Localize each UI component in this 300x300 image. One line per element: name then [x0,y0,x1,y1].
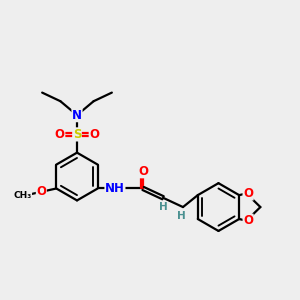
Text: O: O [243,187,253,200]
Text: N: N [72,109,82,122]
Text: H: H [159,202,167,212]
Text: O: O [55,128,65,141]
Text: O: O [89,128,99,141]
Text: CH₃: CH₃ [14,190,32,200]
Text: O: O [243,214,253,227]
Text: NH: NH [105,182,125,195]
Text: O: O [36,185,46,198]
Text: O: O [138,165,148,178]
Text: H: H [177,212,186,221]
Text: S: S [73,128,81,141]
